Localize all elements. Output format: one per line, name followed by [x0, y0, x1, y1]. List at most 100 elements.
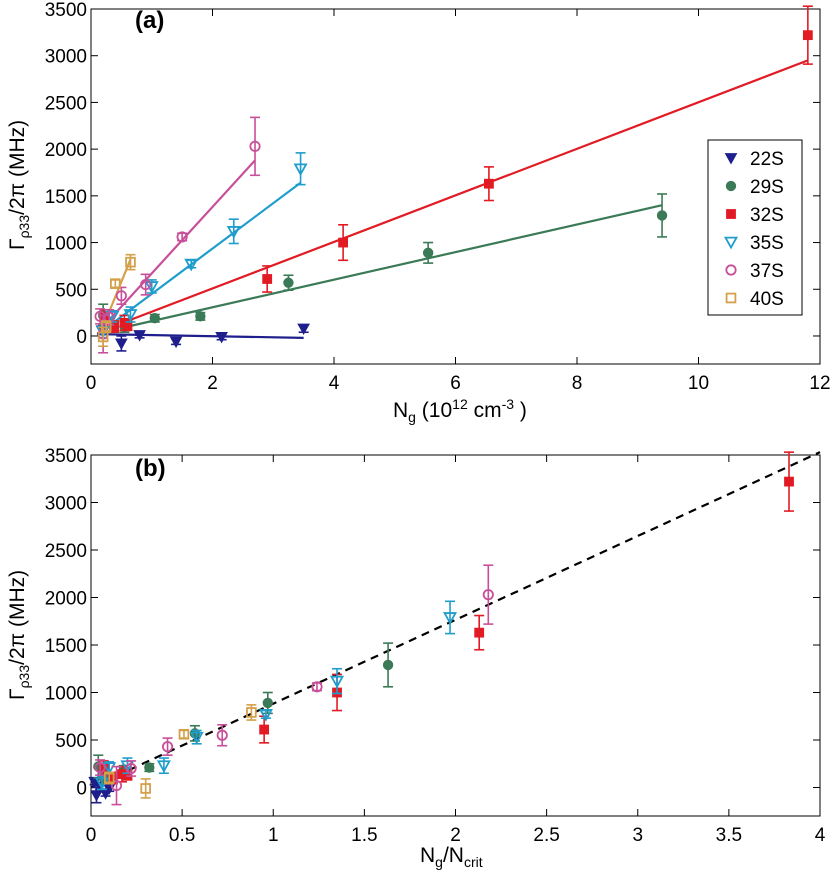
b-point-35S-3	[156, 760, 171, 774]
panel-a: 0 2 4 6 8 10 12 0 500 1000 1500 2000 2500 3000 3500 (a…	[6, 0, 830, 425]
b-point-22S-1	[90, 790, 103, 802]
b-xtick-label-8: 4	[815, 825, 826, 846]
a-point-40S-1	[100, 321, 112, 332]
a-ytick-label-4: 2000	[45, 140, 87, 161]
b-point-40S-3	[246, 707, 257, 718]
b-point-37S-0	[94, 761, 106, 774]
legend-marker-22S	[724, 153, 738, 165]
a-point-35S-6	[293, 163, 308, 177]
b-point-32S-6	[474, 627, 485, 638]
b-xtick-label-7: 3.5	[716, 825, 742, 846]
a-ytick-label-3: 1500	[45, 187, 87, 208]
ylabel-main: Γ	[6, 238, 29, 250]
b-ytick-label-1: 500	[55, 731, 87, 752]
b-ytick-label-2: 1000	[45, 684, 87, 705]
panel-a-data-marks	[94, 5, 813, 354]
a-xtick-label-3: 6	[450, 373, 461, 394]
b-ytick-label-3: 1500	[45, 636, 87, 657]
a-ytick-label-7: 3500	[45, 0, 87, 21]
a-ytick-label-6: 3000	[45, 47, 87, 68]
a-point-40S-2	[110, 278, 121, 289]
b-xtick-label-6: 3	[632, 825, 643, 846]
a-point-22S-3	[169, 336, 183, 349]
panel-b-frame	[90, 454, 821, 817]
b-point-35S-1	[102, 762, 117, 775]
a-point-29S-4	[195, 311, 206, 322]
a-point-22S-5	[297, 323, 310, 336]
xlabel-b-main: N	[420, 844, 435, 867]
xlabel-rest: (10	[416, 399, 452, 422]
panel-b-ticks: 0 0.5 1 1.5 2 2.5 3 3.5 4 0 500 1000 1500 2000 2500 300…	[45, 446, 826, 846]
b-point-29S-4	[144, 762, 155, 773]
xlabel-main: N	[393, 399, 408, 422]
a-point-35S-4	[184, 258, 199, 272]
a-point-37S-4	[140, 279, 152, 291]
b-point-35S-7	[443, 612, 458, 625]
a-fit-line-29S	[127, 204, 663, 328]
b-ytick-label-5: 2500	[45, 541, 87, 562]
b-xtick-label-0: 0	[86, 825, 97, 846]
b-point-35S-4	[189, 731, 204, 745]
a-point-35S-5	[226, 226, 241, 239]
a-point-37S-3	[115, 290, 127, 302]
panel-a-ticks: 0 2 4 6 8 10 12 0 500 1000 1500 2000 2500 3000 3500	[45, 0, 830, 394]
a-fit-line-32S	[127, 59, 809, 323]
a-point-29S-7	[656, 210, 668, 221]
a-ytick-label-1: 500	[55, 280, 87, 301]
a-fit-line-37S	[102, 159, 256, 328]
a-xtick-label-2: 4	[329, 373, 340, 394]
panel-b-data-marks	[88, 451, 795, 806]
panel-a-xlabel: Ng (1012 cm-3 )	[393, 396, 527, 425]
a-ytick-label-2: 1000	[45, 234, 87, 255]
a-xtick-label-6: 12	[809, 373, 830, 394]
b-xtick-label-1: 0.5	[169, 825, 195, 846]
a-point-40S-3	[125, 256, 136, 268]
b-point-29S-6	[262, 697, 273, 709]
ylabel-b-sub: ρ33	[16, 665, 32, 689]
b-ytick-label-4: 2000	[45, 589, 87, 610]
panel-a-ylabel: Γρ33/2π (MHz)	[6, 120, 32, 250]
a-point-37S-6	[249, 140, 261, 152]
xlabel-close: )	[514, 399, 527, 422]
a-xtick-label-4: 8	[572, 373, 583, 394]
legend-marker-37S	[725, 264, 737, 276]
panel-a-fit-lines	[97, 59, 809, 339]
a-point-32S-7	[802, 30, 813, 41]
ylabel-rest: /2π (MHz)	[6, 120, 29, 215]
panel-b-fit-line	[90, 451, 821, 789]
a-xtick-label-5: 10	[688, 373, 709, 394]
b-point-35S-5	[258, 709, 273, 722]
b-ytick-label-7: 3500	[45, 446, 87, 467]
legend-marker-40S	[725, 292, 737, 304]
b-xtick-label-2: 1	[268, 825, 279, 846]
a-point-35S-2	[123, 309, 138, 322]
ylabel-b-rest: /2π (MHz)	[6, 570, 29, 665]
b-point-40S-2	[178, 729, 190, 740]
b-point-37S-5	[311, 681, 323, 693]
b-ytick-label-6: 3000	[45, 494, 87, 515]
a-point-22S-1	[115, 338, 128, 350]
panel-b: 0 0.5 1 1.5 2 2.5 3 3.5 4 0 500 1000 1500 2000 2500 300…	[6, 446, 826, 870]
b-point-35S-6	[330, 675, 345, 689]
legend-label-37S: 37S	[750, 261, 784, 282]
ylabel-b-main: Γ	[6, 688, 29, 700]
a-point-37S-5	[176, 231, 188, 243]
a-point-22S-2	[133, 330, 146, 342]
legend-label-40S: 40S	[750, 289, 784, 310]
b-xtick-label-5: 2.5	[533, 825, 559, 846]
b-point-29S-7	[382, 659, 394, 671]
legend-box	[707, 139, 803, 316]
a-ytick-label-0: 0	[76, 327, 87, 348]
b-point-32S-4	[259, 724, 270, 735]
xlabel-sub: g	[408, 409, 416, 425]
a-xtick-label-1: 2	[207, 373, 218, 394]
b-ytick-label-0: 0	[76, 779, 87, 800]
xlabel-unit: cm	[468, 399, 502, 422]
a-fit-line-35S	[108, 181, 302, 327]
legend-label-29S: 29S	[750, 177, 784, 198]
a-point-32S-5	[338, 237, 349, 248]
a-point-32S-4	[262, 274, 273, 284]
panel-b-xlabel: Ng/Ncrit	[420, 844, 483, 870]
b-xtick-label-4: 2	[450, 825, 461, 846]
